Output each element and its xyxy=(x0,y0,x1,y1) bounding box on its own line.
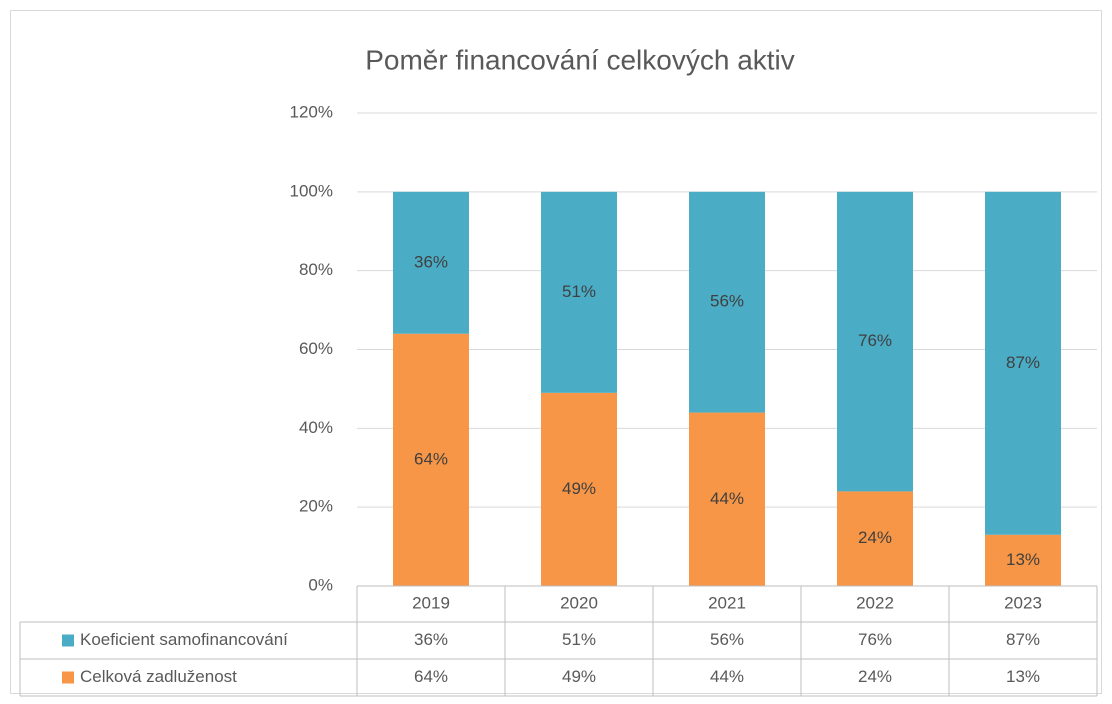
legend-swatch xyxy=(62,671,74,684)
y-tick-label: 40% xyxy=(299,418,333,437)
legend-label: Celková zadluženost xyxy=(80,667,237,686)
bar-segment xyxy=(689,191,765,413)
bar-segment xyxy=(541,392,617,586)
y-tick-label: 0% xyxy=(308,575,333,594)
data-label: 87% xyxy=(1006,353,1040,372)
data-label: 36% xyxy=(414,252,448,271)
x-tick-label: 2020 xyxy=(560,593,598,612)
bar-segment xyxy=(689,412,765,586)
y-tick-label: 120% xyxy=(290,102,333,121)
data-label: 76% xyxy=(858,331,892,350)
bar-segment xyxy=(393,333,469,586)
bar-segment xyxy=(985,191,1061,535)
chart-title: Poměr financování celkových aktiv xyxy=(365,44,795,75)
data-label: 51% xyxy=(562,282,596,301)
bar-segment xyxy=(541,191,617,393)
x-tick-label: 2019 xyxy=(412,593,450,612)
legend-label: Koeficient samofinancování xyxy=(80,630,288,649)
bar-segment xyxy=(837,191,913,492)
bar-segment xyxy=(985,534,1061,586)
data-label: 49% xyxy=(562,479,596,498)
table-cell: 56% xyxy=(710,630,744,649)
data-label: 64% xyxy=(414,449,448,468)
table-cell: 49% xyxy=(562,667,596,686)
y-tick-label: 80% xyxy=(299,260,333,279)
legend-swatch xyxy=(62,634,74,647)
table-cell: 24% xyxy=(858,667,892,686)
table-cell: 44% xyxy=(710,667,744,686)
y-tick-label: 100% xyxy=(290,181,333,200)
table-cell: 51% xyxy=(562,630,596,649)
table-cell: 76% xyxy=(858,630,892,649)
y-tick-label: 20% xyxy=(299,497,333,516)
x-tick-label: 2021 xyxy=(708,593,746,612)
y-tick-label: 60% xyxy=(299,339,333,358)
x-tick-label: 2023 xyxy=(1004,593,1042,612)
table-cell: 64% xyxy=(414,667,448,686)
x-tick-label: 2022 xyxy=(856,593,894,612)
table-cell: 87% xyxy=(1006,630,1040,649)
data-label: 24% xyxy=(858,528,892,547)
data-label: 13% xyxy=(1006,550,1040,569)
bar-segment xyxy=(837,491,913,586)
data-label: 56% xyxy=(710,292,744,311)
data-label: 44% xyxy=(710,489,744,508)
table-cell: 36% xyxy=(414,630,448,649)
bar-segment xyxy=(393,191,469,334)
table-cell: 13% xyxy=(1006,667,1040,686)
